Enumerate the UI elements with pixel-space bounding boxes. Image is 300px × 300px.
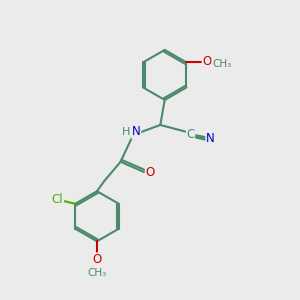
Text: CH₃: CH₃ [87,268,106,278]
Text: H: H [122,127,130,137]
Text: N: N [132,125,140,138]
Text: C: C [187,128,195,141]
Text: O: O [202,55,211,68]
Text: Cl: Cl [52,193,64,206]
Text: O: O [92,253,102,266]
Text: N: N [206,132,215,145]
Text: O: O [146,166,154,179]
Text: CH₃: CH₃ [212,59,231,69]
